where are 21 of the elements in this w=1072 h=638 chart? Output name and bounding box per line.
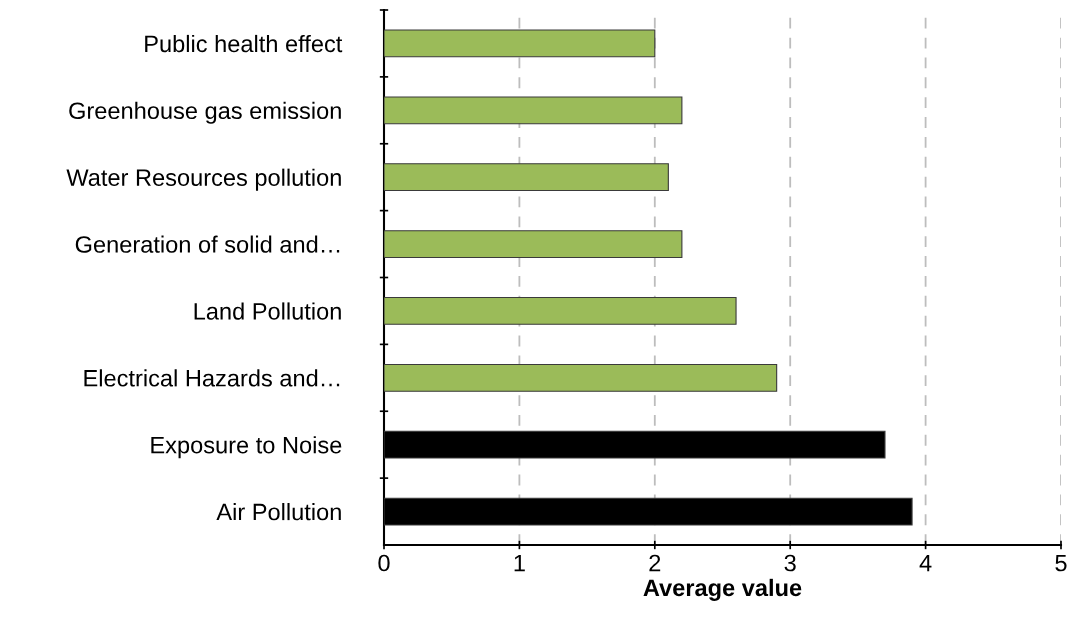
- y-tick-label: Greenhouse gas emission: [69, 101, 341, 124]
- y-tick-label: Generation of solid and…: [75, 235, 340, 253]
- y-tick-label: Air Pollution: [216, 503, 341, 521]
- x-tick-label: 0: [378, 554, 390, 572]
- y-tick-label: Water Resources pollution: [66, 168, 341, 191]
- bar: [384, 297, 737, 325]
- x-tick-label: 4: [919, 554, 932, 572]
- bar: [384, 96, 683, 125]
- x-tick-label: 3: [784, 554, 796, 572]
- y-tick-label: Land Pollution: [194, 302, 341, 320]
- x-axis-title: Average value: [643, 578, 802, 601]
- x-tick-label: 1: [514, 554, 525, 572]
- bar: [384, 230, 683, 258]
- y-tick-label: Exposure to Noise: [151, 436, 342, 459]
- bar: [384, 163, 669, 192]
- bar: [384, 29, 656, 58]
- x-tick-label: 5: [1055, 554, 1067, 572]
- x-tick-label: 2: [649, 554, 661, 572]
- y-tick-label: Public health effect: [145, 34, 343, 53]
- y-tick-label: Electrical Hazards and…: [84, 369, 340, 387]
- bar: [384, 363, 778, 392]
